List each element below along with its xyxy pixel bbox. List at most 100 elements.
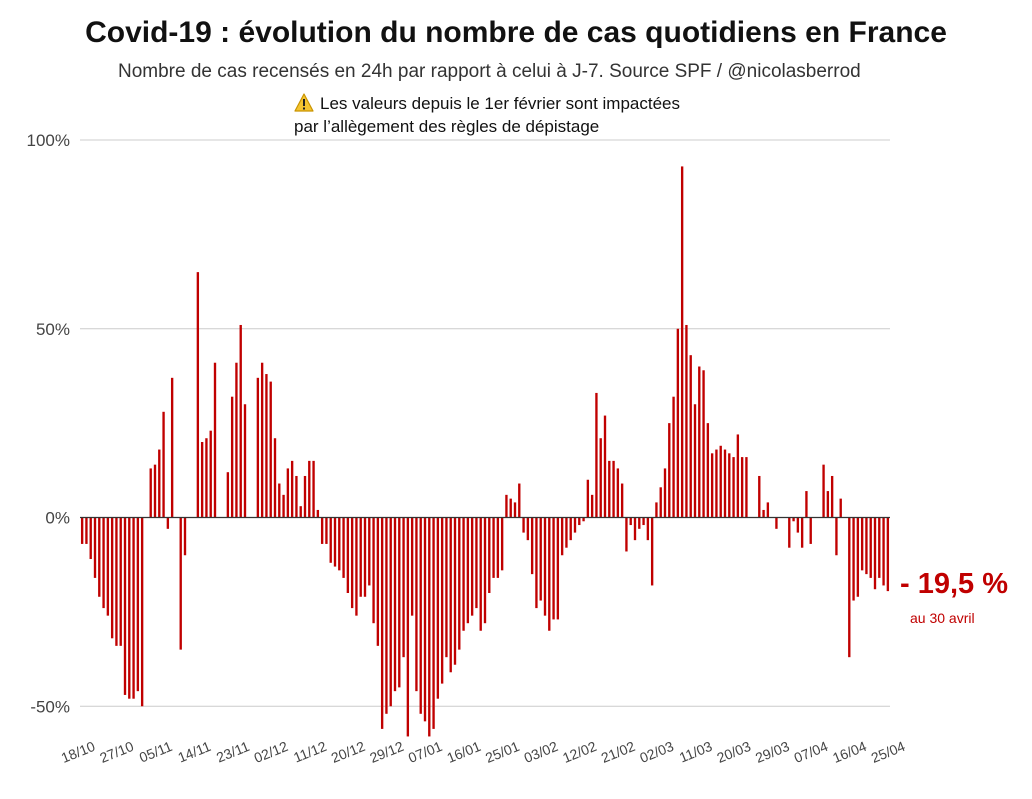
bar bbox=[132, 517, 135, 699]
bar bbox=[350, 517, 354, 609]
bar bbox=[200, 442, 204, 518]
x-tick-label: 29/03 bbox=[753, 738, 792, 766]
bar bbox=[462, 517, 465, 631]
bar bbox=[483, 517, 487, 624]
bar bbox=[389, 517, 392, 707]
chart-title: Covid-19 : évolution du nombre de cas qu… bbox=[85, 16, 947, 49]
bar bbox=[792, 517, 795, 522]
x-tick-label: 05/11 bbox=[137, 738, 175, 766]
bar bbox=[869, 517, 872, 578]
bar bbox=[260, 362, 264, 518]
bar bbox=[380, 517, 384, 729]
bar bbox=[423, 517, 427, 722]
bar bbox=[608, 460, 611, 518]
bar bbox=[680, 166, 684, 518]
bar bbox=[119, 517, 122, 646]
bar bbox=[732, 457, 735, 518]
x-tick-label: 20/03 bbox=[714, 738, 753, 766]
bar bbox=[445, 517, 448, 658]
bar bbox=[556, 517, 560, 620]
bar bbox=[136, 517, 140, 692]
bar bbox=[676, 328, 680, 518]
x-tick-label: 21/02 bbox=[599, 738, 638, 766]
bar bbox=[518, 483, 521, 518]
bar bbox=[428, 517, 431, 737]
bar bbox=[470, 517, 474, 616]
bar bbox=[886, 517, 890, 592]
bar bbox=[766, 502, 770, 518]
bar bbox=[590, 494, 594, 518]
bar bbox=[762, 509, 765, 518]
bar bbox=[273, 438, 277, 518]
latest-value-callout: - 19,5 % bbox=[900, 568, 1008, 600]
bar bbox=[685, 324, 688, 518]
bar bbox=[235, 362, 238, 518]
bar bbox=[398, 517, 401, 688]
bar bbox=[406, 517, 410, 737]
x-tick-label: 23/11 bbox=[214, 738, 252, 766]
y-tick-label: -50% bbox=[30, 697, 70, 716]
x-tick-label: 11/03 bbox=[677, 738, 715, 766]
bar bbox=[140, 517, 144, 707]
bar bbox=[299, 506, 302, 518]
bar bbox=[852, 517, 855, 601]
bar bbox=[209, 430, 212, 518]
bar bbox=[882, 517, 885, 586]
x-tick-label: 02/12 bbox=[252, 738, 291, 766]
bar bbox=[719, 445, 722, 518]
bar bbox=[642, 517, 645, 526]
bar bbox=[333, 517, 337, 567]
bar bbox=[346, 517, 350, 593]
chart-subtitle: Nombre de cas recensés en 24h par rappor… bbox=[118, 61, 861, 82]
bar bbox=[573, 517, 577, 533]
bar bbox=[282, 494, 285, 518]
bar bbox=[865, 517, 868, 575]
bar bbox=[603, 415, 607, 518]
bar bbox=[110, 517, 114, 639]
bar bbox=[873, 517, 877, 590]
bar bbox=[826, 491, 830, 518]
bar bbox=[402, 517, 405, 658]
bar bbox=[123, 517, 127, 695]
bar bbox=[702, 370, 705, 518]
bar bbox=[839, 498, 842, 518]
note-line-1: Les valeurs depuis le 1er février sont i… bbox=[320, 94, 681, 113]
bar bbox=[578, 517, 581, 526]
bar bbox=[106, 517, 110, 616]
bar bbox=[856, 517, 860, 597]
bar bbox=[758, 475, 761, 518]
bar bbox=[565, 517, 568, 548]
bar bbox=[710, 453, 714, 518]
bar bbox=[668, 423, 671, 518]
bar bbox=[415, 517, 418, 692]
y-tick-label: 50% bbox=[36, 320, 70, 339]
bar bbox=[582, 517, 585, 522]
bar bbox=[179, 517, 182, 650]
bar bbox=[513, 502, 517, 518]
bar bbox=[595, 392, 598, 518]
warning-icon bbox=[294, 93, 314, 112]
bar bbox=[316, 509, 320, 518]
y-tick-label: 100% bbox=[27, 131, 70, 150]
bar bbox=[728, 453, 731, 518]
x-tick-label: 16/04 bbox=[830, 738, 869, 766]
x-tick-label: 18/10 bbox=[59, 738, 98, 766]
bar bbox=[80, 517, 84, 544]
bar bbox=[822, 464, 825, 518]
latest-value-date: au 30 avril bbox=[910, 610, 975, 626]
bar bbox=[115, 517, 118, 646]
bar bbox=[98, 517, 101, 597]
x-tick-label: 20/12 bbox=[329, 738, 368, 766]
bar bbox=[376, 517, 380, 646]
x-tick-label: 07/04 bbox=[792, 738, 831, 766]
bar bbox=[312, 460, 315, 518]
bar bbox=[535, 517, 538, 609]
bar bbox=[329, 517, 332, 563]
bar bbox=[128, 517, 131, 699]
bar bbox=[706, 423, 710, 518]
note-line-2: par l’allègement des règles de dépistage bbox=[294, 117, 600, 136]
bar bbox=[629, 517, 632, 526]
bar bbox=[500, 517, 504, 571]
bar bbox=[800, 517, 804, 548]
